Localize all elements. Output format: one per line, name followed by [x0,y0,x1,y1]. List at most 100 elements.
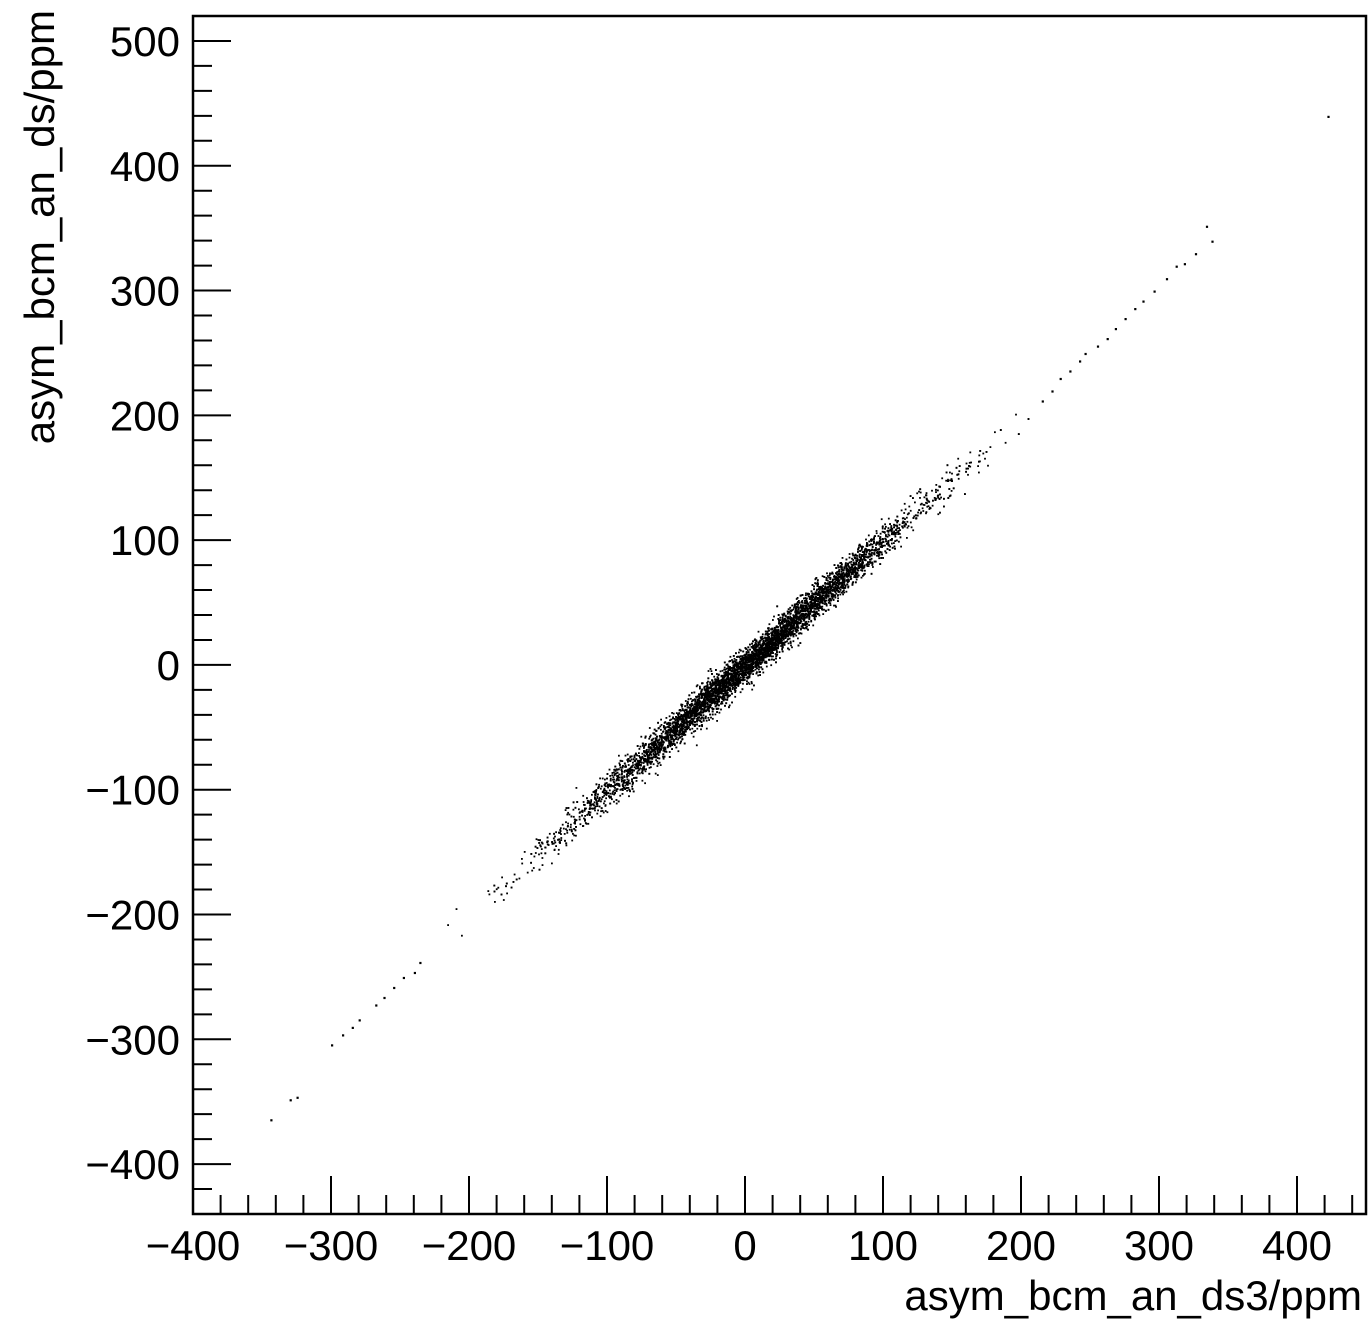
data-point [865,538,867,541]
data-point [557,853,560,855]
data-point [889,545,891,548]
data-point [682,714,685,717]
data-point [590,800,592,803]
data-point [680,717,682,720]
data-point [666,733,669,736]
data-point [781,613,784,616]
data-point [551,862,553,865]
data-point [743,658,746,661]
data-point [677,720,680,723]
data-point [816,598,819,600]
data-point [683,719,686,722]
data-point [775,649,778,652]
data-point [788,611,791,613]
data-point [715,686,718,688]
data-point [758,641,761,644]
data-point [553,848,556,851]
data-point [656,735,659,738]
data-point [821,594,823,597]
data-point [830,572,833,575]
data-point [759,671,761,673]
data-point [616,768,619,771]
data-point [848,553,851,555]
data-point [933,497,936,499]
data-point [799,594,802,597]
data-point [691,700,693,703]
data-point [718,697,720,699]
data-point [742,675,745,677]
data-point [795,631,798,634]
data-point [596,795,599,798]
data-point [670,718,673,721]
data-point [795,630,798,633]
data-point [794,605,796,608]
data-point [919,491,922,494]
data-point [727,670,729,672]
data-point [842,593,844,596]
data-point [813,605,815,607]
data-point [751,688,754,691]
data-point [626,783,629,786]
data-point [660,746,663,748]
data-point [606,785,609,788]
data-point [917,511,919,514]
data-point [560,839,563,841]
data-point [597,800,600,802]
data-point [896,527,899,529]
data-point [731,686,734,689]
data-point [615,772,618,775]
data-point [706,681,708,684]
data-point [648,766,651,769]
data-point [676,729,679,732]
data-point [657,751,659,754]
data-point [698,719,700,722]
data-point [559,830,562,832]
data-point [627,764,630,766]
data-point [703,688,706,691]
data-point [876,554,878,557]
data-point [733,687,736,690]
data-point [579,811,581,814]
data-point [538,853,540,856]
data-point [765,665,768,668]
data-point [658,742,661,745]
data-point [791,604,794,607]
data-point [655,729,658,732]
data-point [495,888,498,891]
data-point [803,627,806,630]
data-point [675,736,678,739]
data-point [681,703,684,706]
data-point [841,572,844,575]
data-point [870,557,873,560]
data-point [787,612,789,615]
data-point [567,807,570,809]
data-point [802,606,805,608]
data-point [752,673,754,675]
data-point [897,531,900,534]
data-point [674,744,676,746]
data-point [610,785,612,788]
data-point [540,852,543,855]
data-point [849,568,852,571]
data-point [703,693,706,696]
data-point [633,769,635,772]
data-point [766,649,769,652]
data-point [648,754,650,757]
data-point [821,600,824,603]
data-point [958,465,961,467]
data-point [817,579,819,581]
data-point [899,529,901,531]
data-point [779,657,781,659]
data-point [621,793,624,795]
data-point [710,716,712,719]
data-point [815,615,817,618]
data-point [783,613,785,616]
data-point [750,681,753,683]
data-point [570,828,573,831]
data-point [770,640,773,643]
data-point [546,843,549,846]
data-point [597,785,600,788]
data-point [660,738,663,740]
data-point [741,671,744,674]
data-point [770,655,773,658]
